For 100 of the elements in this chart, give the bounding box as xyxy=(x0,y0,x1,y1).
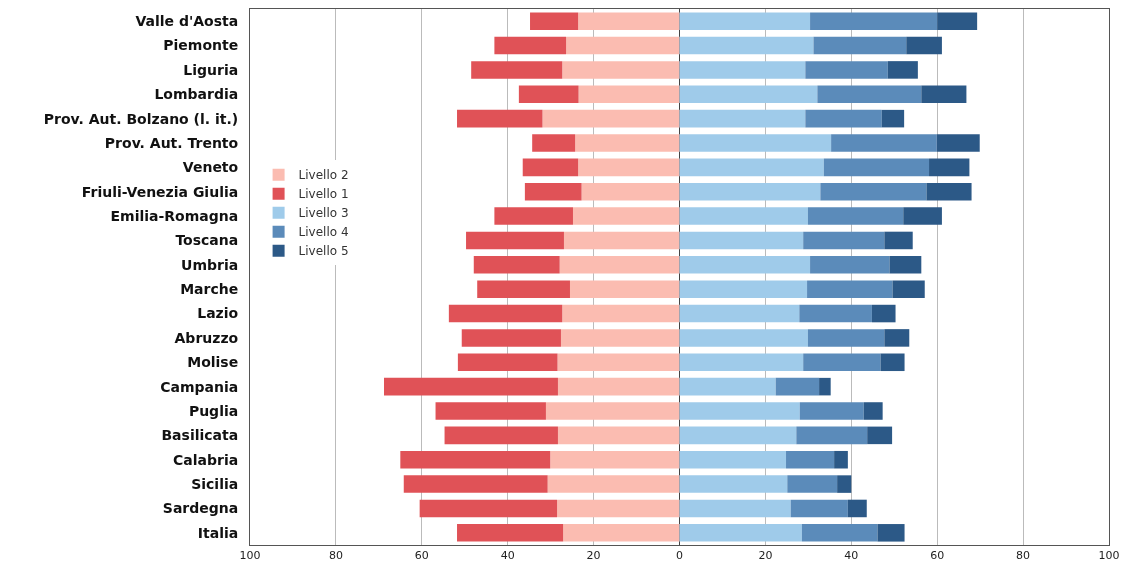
y-tick-label: Piemonte xyxy=(163,37,239,54)
bar xyxy=(530,12,579,30)
bar xyxy=(524,182,582,201)
bar xyxy=(562,61,680,79)
x-tick-label: 20 xyxy=(586,549,601,563)
bar xyxy=(518,85,579,104)
bar xyxy=(831,134,937,152)
bar xyxy=(863,402,883,420)
y-tick-label: Italia xyxy=(197,524,239,541)
bar xyxy=(871,304,896,323)
bar xyxy=(679,280,808,298)
bar xyxy=(837,475,852,493)
y-tick-label: Marche xyxy=(180,281,239,298)
bar xyxy=(926,182,972,201)
bar xyxy=(559,256,680,274)
bar xyxy=(884,329,910,347)
y-tick-label: Sicilia xyxy=(191,475,239,492)
bar xyxy=(805,61,888,79)
y-tick-label: Valle d'Aosta xyxy=(135,13,239,30)
bar xyxy=(796,426,868,445)
bar xyxy=(679,402,800,420)
bar xyxy=(807,280,893,298)
bar xyxy=(877,524,905,542)
bar xyxy=(679,329,808,347)
bar xyxy=(906,36,942,55)
bar xyxy=(823,158,930,177)
bar xyxy=(494,36,567,55)
x-tick-label: 80 xyxy=(328,549,343,563)
bar xyxy=(448,304,563,323)
bar xyxy=(679,207,808,225)
bar xyxy=(572,207,680,225)
bar xyxy=(457,109,543,128)
bar xyxy=(457,353,558,372)
bar xyxy=(419,499,558,518)
bar xyxy=(679,158,824,177)
x-tick-label: 0 xyxy=(676,549,683,563)
bar xyxy=(679,256,811,274)
x-tick-label: 20 xyxy=(758,549,773,563)
bar xyxy=(834,450,848,469)
bar xyxy=(522,158,579,177)
bar xyxy=(578,12,680,30)
bar xyxy=(889,256,922,274)
bar xyxy=(471,61,563,79)
bar xyxy=(929,158,970,177)
bar xyxy=(545,402,680,420)
bar xyxy=(807,329,885,347)
y-tick-label: Friuli-Venezia Giulia xyxy=(81,183,239,200)
bar xyxy=(679,475,788,493)
bar xyxy=(542,109,680,128)
y-tick-label: Veneto xyxy=(182,159,239,176)
bar xyxy=(880,353,905,372)
y-tick-label: Lombardia xyxy=(154,86,239,103)
bar xyxy=(679,499,791,518)
x-tick-label: 100 xyxy=(239,549,261,563)
y-tick-label: Campania xyxy=(160,378,239,395)
bar xyxy=(578,158,680,177)
bar xyxy=(805,109,882,128)
bar xyxy=(799,402,864,420)
bar xyxy=(461,329,561,347)
y-tick-label: Emilia-Romagna xyxy=(110,207,239,224)
bar xyxy=(884,231,913,250)
bar xyxy=(557,426,680,445)
bar xyxy=(679,304,800,323)
y-tick-label: Basilicata xyxy=(161,427,239,444)
bar xyxy=(867,426,893,445)
bar xyxy=(937,12,978,30)
bar xyxy=(775,377,820,396)
bar xyxy=(813,36,907,55)
x-tick-label: 60 xyxy=(414,549,429,563)
bar xyxy=(563,231,680,250)
bar xyxy=(444,426,558,445)
bar xyxy=(679,377,776,396)
bar xyxy=(575,134,680,152)
bar xyxy=(679,36,814,55)
bar xyxy=(936,134,980,152)
bar xyxy=(550,450,680,469)
bar xyxy=(787,475,838,493)
bar xyxy=(679,12,811,30)
legend-label: Livello 1 xyxy=(298,187,349,202)
bar xyxy=(581,182,680,201)
y-tick-label: Umbria xyxy=(181,256,239,273)
bar xyxy=(578,85,680,104)
bar xyxy=(679,182,821,201)
legend-label: Livello 5 xyxy=(298,244,349,259)
bar xyxy=(400,450,551,469)
bar xyxy=(563,524,680,542)
bar xyxy=(790,499,848,518)
bar xyxy=(435,402,546,420)
bar xyxy=(532,134,576,152)
bar xyxy=(679,353,804,372)
bar xyxy=(679,109,806,128)
bar xyxy=(679,61,806,79)
legend-label: Livello 2 xyxy=(298,168,349,183)
bar xyxy=(817,85,922,104)
bar xyxy=(679,85,818,104)
bar xyxy=(466,231,564,250)
bar xyxy=(679,524,802,542)
bar xyxy=(494,207,573,225)
bar xyxy=(560,329,680,347)
bar xyxy=(801,524,878,542)
